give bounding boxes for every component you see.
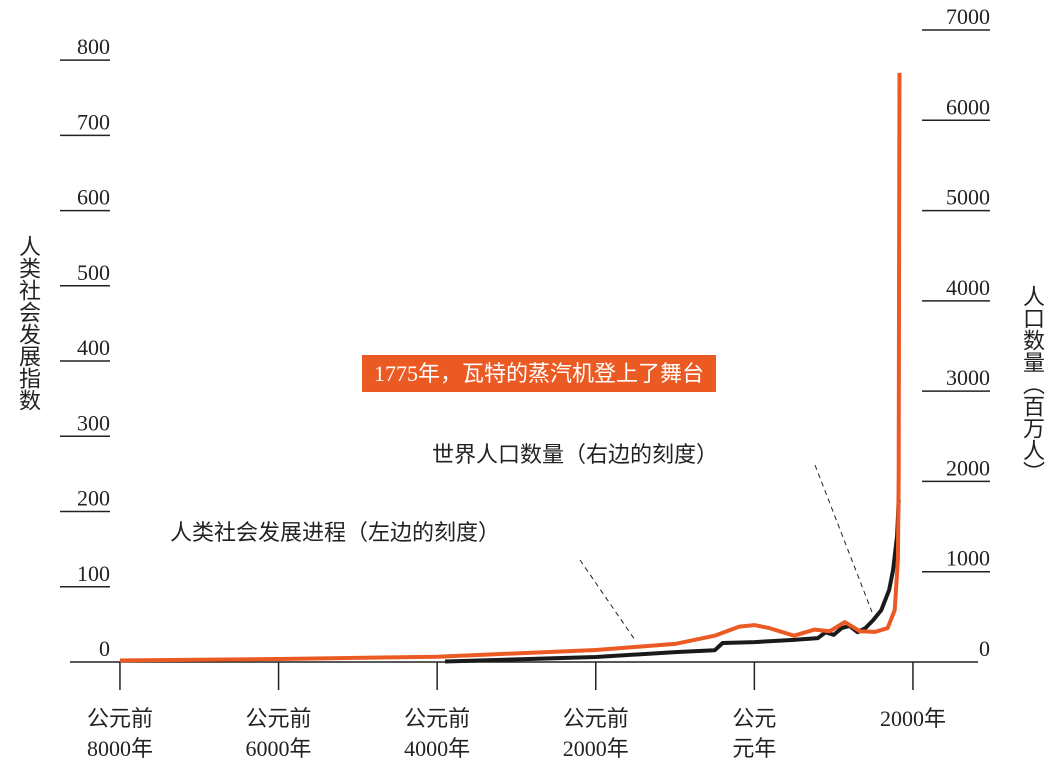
x-tick-label: 2000年	[879, 706, 946, 731]
x-tick-label: 公元前 4000年	[404, 706, 471, 761]
annotation: 1775年，瓦特的蒸汽机登上了舞台	[362, 355, 717, 392]
y-tick-label: 100	[77, 561, 110, 586]
y-axis-title: 人类社会发展指数	[16, 235, 41, 411]
y-tick-label: 400	[77, 335, 110, 360]
y-tick-label: 600	[77, 185, 110, 210]
annotation: 人类社会发展进程（左边的刻度）	[170, 520, 501, 545]
y2-tick-label: 4000	[946, 275, 990, 300]
x-tick-label: 公元前 8000年	[86, 706, 153, 761]
y-tick-label: 0	[99, 636, 110, 661]
series-line	[445, 499, 901, 664]
y2-tick-label: 0	[979, 636, 990, 661]
y2-tick-label: 6000	[946, 94, 990, 119]
annotation: 世界人口数量（右边的刻度）	[432, 442, 719, 467]
leader-line	[814, 464, 873, 613]
y-tick-label: 300	[77, 410, 110, 435]
y2-tick-label: 1000	[946, 546, 990, 571]
y-tick-label: 200	[77, 486, 110, 511]
y-tick-label: 500	[77, 260, 110, 285]
y2-axis-title: 人口数量（百万人）	[1020, 285, 1045, 483]
y2-tick-label: 2000	[946, 455, 990, 480]
y2-tick-label: 7000	[946, 4, 990, 29]
x-tick-label: 公元前 2000年	[562, 706, 629, 761]
x-tick-label: 公元 元年	[732, 706, 777, 761]
series-line	[119, 72, 902, 663]
y2-tick-label: 5000	[946, 185, 990, 210]
y-tick-label: 800	[77, 34, 110, 59]
y-tick-label: 700	[77, 109, 110, 134]
leader-line	[579, 559, 636, 641]
x-tick-label: 公元前 6000年	[245, 706, 312, 761]
y2-tick-label: 3000	[946, 365, 990, 390]
